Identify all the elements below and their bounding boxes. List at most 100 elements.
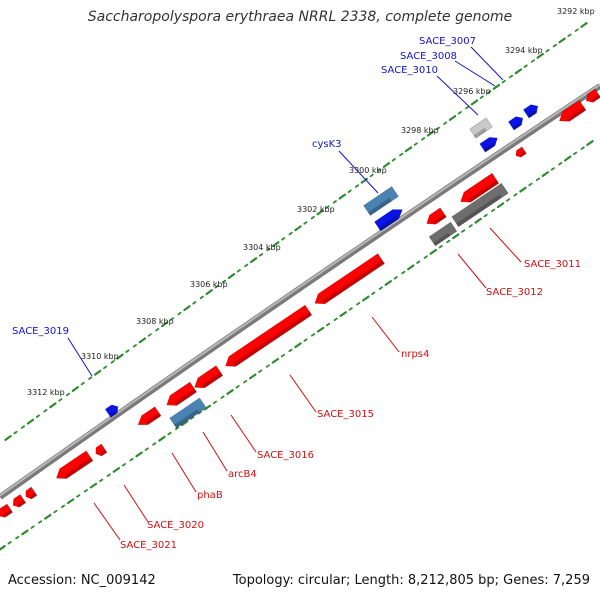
gene-label-phab[interactable]: phaB [197, 490, 223, 501]
tick-major [560, 39, 565, 43]
tick-minor [510, 76, 512, 78]
tick-minor [245, 265, 247, 267]
tick-major [184, 306, 189, 310]
leader-sace3011 [490, 228, 521, 262]
tick-minor [312, 217, 314, 219]
gene-label-sace3020[interactable]: SACE_3020 [147, 520, 204, 531]
tick-minor [574, 153, 576, 155]
tick-minor [153, 443, 155, 445]
tick-major [273, 359, 278, 363]
gene-body [311, 254, 384, 309]
gene-label-cysk3[interactable]: cysK3 [312, 139, 342, 150]
gene-label-sace3016[interactable]: SACE_3016 [257, 450, 314, 461]
gene-label-sace3015[interactable]: SACE_3015 [317, 409, 374, 420]
tick-minor [238, 270, 240, 272]
tick-minor [77, 495, 79, 497]
tick-minor [31, 526, 33, 528]
tick-major [543, 172, 548, 176]
kbp-label-3306: 3306 kbp [190, 280, 228, 289]
tick-minor [304, 339, 306, 341]
gene-label-arcb4[interactable]: arcB4 [228, 469, 257, 480]
tick-major [68, 499, 73, 503]
tick-minor [126, 350, 128, 352]
tick-minor [462, 230, 464, 232]
tick-minor [8, 542, 10, 544]
tick-minor [149, 334, 151, 336]
tick-major [520, 188, 525, 192]
leader-sace3016 [231, 415, 256, 452]
tick-major [50, 403, 55, 407]
leader-sace3015 [290, 375, 316, 412]
gene-label-sace3008[interactable]: SACE_3008 [400, 51, 457, 62]
gene-label-sace3007[interactable]: SACE_3007 [419, 36, 476, 47]
kbp-label-3296: 3296 kbp [453, 87, 491, 96]
gene-body [429, 222, 457, 246]
leader-sace3007 [471, 47, 503, 80]
tick-minor [193, 302, 195, 304]
tick-major [73, 387, 78, 391]
tick-minor [22, 426, 24, 428]
tick-minor [425, 256, 427, 258]
tick-minor [484, 215, 486, 217]
tick-minor [350, 308, 352, 310]
tick-minor [54, 511, 56, 513]
gene-label-sace3012[interactable]: SACE_3012 [486, 287, 543, 298]
kbp-label-3302: 3302 kbp [297, 205, 335, 214]
tick-minor [44, 410, 46, 412]
tick-minor [146, 448, 148, 450]
tick-minor [267, 365, 269, 367]
tick-row-lower [0, 141, 593, 550]
tick-minor [459, 112, 461, 114]
tick-minor [39, 521, 41, 523]
tick-minor [62, 506, 64, 508]
tick-major [581, 23, 586, 27]
gene-red-b [424, 208, 447, 228]
tick-minor [312, 334, 314, 336]
tick-minor [108, 474, 110, 476]
gene-label-sace3019[interactable]: SACE_3019 [12, 326, 69, 337]
tick-minor [546, 50, 548, 52]
tick-major [565, 157, 570, 161]
gene-label-nrps4[interactable]: nrps4 [401, 349, 429, 360]
tick-major [159, 437, 164, 441]
tick-major [250, 375, 255, 379]
tick-major [472, 101, 477, 105]
gene-sace3016 [191, 366, 223, 393]
tick-major [408, 266, 413, 270]
gene-red-e [10, 494, 26, 509]
tick-minor [59, 399, 61, 401]
tick-minor [576, 29, 578, 31]
tick-major [363, 297, 368, 301]
leader-sace3021 [94, 503, 120, 540]
accession-text: Accession: NC_009142 [8, 573, 156, 588]
tick-major [22, 531, 27, 535]
kbp-label-3304: 3304 kbp [243, 243, 281, 252]
tick-minor [581, 147, 583, 149]
gene-label-sace3010[interactable]: SACE_3010 [381, 65, 438, 76]
tick-major [406, 147, 411, 151]
kbp-label-3310: 3310 kbp [81, 352, 119, 361]
tick-minor [100, 480, 102, 482]
tick-minor [400, 154, 402, 156]
leader-phab [172, 453, 196, 492]
tick-minor [289, 233, 291, 235]
tick-major [341, 312, 346, 316]
tick-minor [568, 34, 570, 36]
tick-major [251, 258, 256, 262]
tick-minor [357, 303, 359, 305]
tick-major [0, 546, 5, 550]
tick-major [295, 226, 300, 230]
gene-label-sace3021[interactable]: SACE_3021 [120, 540, 177, 551]
tick-major [5, 436, 10, 440]
genome-summary-text: Topology: circular; Length: 8,212,805 bp… [233, 573, 590, 588]
kbp-label-3298: 3298 kbp [401, 126, 439, 135]
gene-grey-b [429, 222, 457, 246]
gene-label-sace3011[interactable]: SACE_3011 [524, 259, 581, 270]
tick-minor [16, 537, 18, 539]
gene-red-small [93, 444, 107, 458]
gene-body [480, 134, 501, 152]
tick-minor [156, 329, 158, 331]
gene-sace3010 [480, 134, 501, 152]
tick-minor [380, 287, 382, 289]
gene-sace3021 [0, 504, 13, 520]
